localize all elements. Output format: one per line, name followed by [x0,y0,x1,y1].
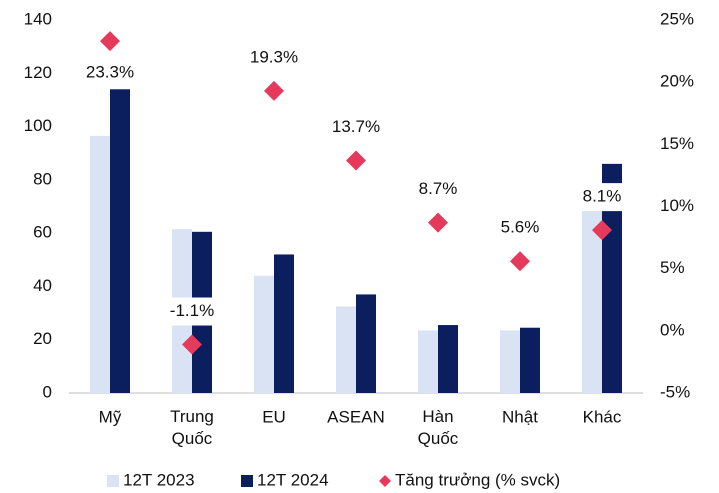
y-tick-label: 0 [43,382,52,401]
legend-label: Tăng trưởng (% svck) [395,470,560,489]
bar [356,294,376,393]
bar [336,306,356,393]
y2-tick-label: 20% [660,72,694,91]
data-label-bg [77,59,143,88]
y-tick-label: 100 [24,116,52,135]
y2-tick-label: 15% [660,134,694,153]
bar [274,254,294,393]
x-tick-label: Nhật [502,407,538,426]
bar [418,330,438,393]
growth-marker [428,212,448,233]
data-label: 19.3% [250,47,298,66]
x-tick-label: Trung Quốc [170,407,214,448]
data-label-bg [487,214,553,243]
y-tick-label: 40 [33,276,52,295]
bar [438,325,458,393]
x-tick-label: Khác [583,407,622,426]
data-label-bg [569,183,635,212]
data-label: -1.1% [170,301,214,320]
y-tick-label: 20 [33,329,52,348]
bar [520,327,540,393]
legend-swatch [379,475,391,487]
bar [90,135,110,393]
y2-tick-label: 10% [660,196,694,215]
data-label: 23.3% [86,63,134,82]
legend-swatch [241,475,253,487]
growth-marker [100,31,120,52]
data-label-bg [405,175,471,204]
x-tick-label: ASEAN [327,407,385,426]
growth-marker [510,251,530,272]
legend-swatch [107,475,119,487]
y2-tick-label: 0% [660,320,685,339]
x-tick-label: Mỹ [99,407,122,426]
bar [500,330,520,393]
growth-marker [592,220,612,241]
data-label: 8.1% [583,187,622,206]
bar [602,163,622,393]
bar [254,275,274,393]
y2-tick-label: -5% [660,382,690,401]
y-tick-label: 80 [33,169,52,188]
bar [582,206,602,393]
legend-label: 12T 2024 [257,470,329,489]
y-tick-label: 120 [24,63,52,82]
data-label: 8.7% [419,179,458,198]
growth-marker [346,150,366,171]
y2-tick-label: 25% [660,9,694,28]
y2-tick-label: 5% [660,258,685,277]
x-tick-label: EU [262,407,286,426]
y-tick-label: 60 [33,223,52,242]
x-tick-label: Hàn Quốc [418,407,459,448]
growth-marker [182,334,202,355]
data-label: 13.7% [332,117,380,136]
data-label-bg [159,297,225,326]
y-tick-label: 140 [24,9,52,28]
legend-label: 12T 2023 [123,470,195,489]
data-label-bg [323,113,389,142]
bar [110,89,130,394]
growth-marker [264,80,284,101]
data-label: 5.6% [501,218,540,237]
data-label-bg [241,43,307,72]
